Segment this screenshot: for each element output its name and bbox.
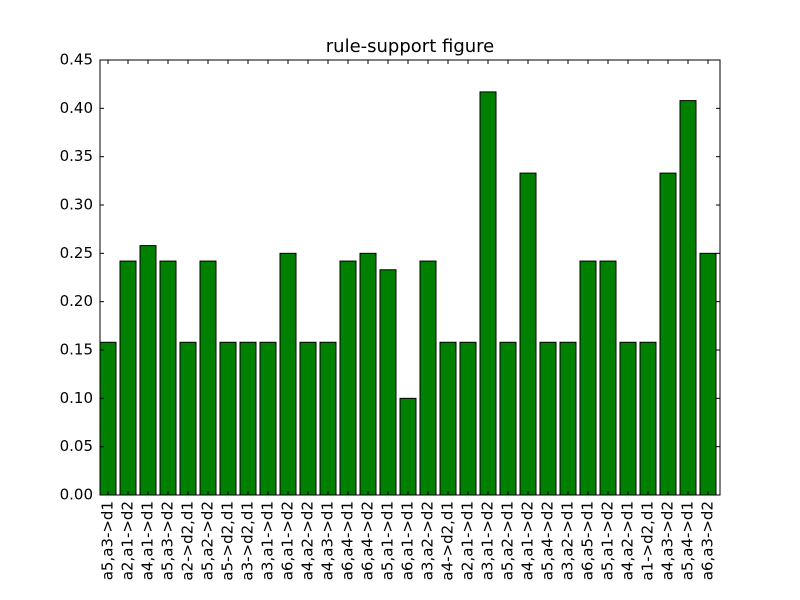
bar-13 (359, 252, 377, 496)
bar-25 (599, 260, 617, 496)
bar-3 (159, 260, 177, 496)
x-tick-label: a6,a4->d2 (359, 501, 377, 580)
x-tick-label: a5,a1->d2 (599, 501, 617, 580)
x-tick-label: a6,a3->d2 (699, 501, 717, 580)
x-tick-label: a1->d2,d1 (639, 501, 657, 581)
x-tick-label: a3,a2->d1 (559, 501, 577, 580)
x-tick-label: a6,a5->d1 (579, 501, 597, 580)
x-tick-label: a5,a4->d1 (679, 501, 697, 580)
x-tick-label: a6,a4->d1 (339, 501, 357, 580)
bar-29 (679, 100, 697, 496)
x-tick-label: a3,a2->d2 (419, 501, 437, 580)
bar-17 (439, 341, 457, 496)
bar-18 (459, 341, 477, 496)
x-tick-label: a6,a1->d2 (279, 501, 297, 580)
bar-11 (319, 341, 337, 496)
y-tick-label: 0.40 (60, 99, 93, 117)
y-tick-label: 0.05 (60, 437, 93, 455)
bar-5 (199, 260, 217, 496)
x-tick-label: a3,a1->d2 (479, 501, 497, 580)
y-tick-label: 0.25 (60, 244, 93, 262)
y-tick-label: 0.35 (60, 147, 93, 165)
bar-14 (379, 269, 397, 496)
chart-title: rule-support figure (326, 36, 494, 57)
bar-30 (699, 252, 717, 496)
bar-19 (479, 91, 497, 496)
y-tick-label: 0.45 (60, 51, 93, 69)
x-tick-label: a5,a4->d2 (539, 501, 557, 580)
x-tick-label: a3,a1->d1 (259, 501, 277, 580)
x-tick-label: a6,a1->d1 (399, 501, 417, 580)
bar-0 (99, 341, 117, 496)
x-tick-label: a2->d2,d1 (179, 501, 197, 581)
bar-21 (519, 172, 537, 496)
bar-6 (219, 341, 237, 496)
bar-27 (639, 341, 657, 496)
x-tick-label: a5,a1->d1 (379, 501, 397, 580)
bar-12 (339, 260, 357, 496)
bar-23 (559, 341, 577, 496)
bar-22 (539, 341, 557, 496)
bar-15 (399, 397, 417, 496)
x-tick-label: a4,a2->d1 (619, 501, 637, 580)
y-tick-label: 0.15 (60, 341, 93, 359)
y-axis: 0.00 0.05 0.10 0.15 0.20 0.25 0.30 0.35 0.40 0.45 (60, 51, 720, 504)
x-tick-label: a4,a3->d1 (319, 501, 337, 580)
x-axis: a5,a3->d1 a2,a1->d2 a4,a1->d1 a5,a3->d2 a2->… (99, 60, 717, 581)
y-tick-label: 0.30 (60, 196, 93, 214)
x-tick-label: a2,a1->d1 (459, 501, 477, 580)
x-tick-label: a3->d2,d1 (239, 501, 257, 581)
bar-8 (259, 341, 277, 496)
x-tick-label: a4,a2->d2 (299, 501, 317, 580)
bar-24 (579, 260, 597, 496)
y-tick-label: 0.20 (60, 292, 93, 310)
x-tick-label: a4->d2,d1 (439, 501, 457, 581)
bar-4 (179, 341, 197, 496)
x-tick-label: a5,a3->d1 (99, 501, 117, 580)
x-tick-label: a5,a2->d2 (199, 501, 217, 580)
bar-28 (659, 172, 677, 496)
bar-26 (619, 341, 637, 496)
y-tick-label: 0.00 (60, 486, 93, 504)
bar-9 (279, 252, 297, 496)
bar-7 (239, 341, 257, 496)
x-tick-label: a4,a1->d1 (139, 501, 157, 580)
bar-20 (499, 341, 517, 496)
x-tick-label: a2,a1->d2 (119, 501, 137, 580)
x-tick-label: a5->d2,d1 (219, 501, 237, 581)
plot-frame (99, 59, 721, 496)
x-tick-label: a4,a3->d2 (659, 501, 677, 580)
y-tick-label: 0.10 (60, 389, 93, 407)
bar-1 (119, 260, 137, 496)
bar-10 (299, 341, 317, 496)
bar-2 (139, 245, 157, 496)
x-tick-label: a5,a3->d2 (159, 501, 177, 580)
bar-16 (419, 260, 437, 496)
x-tick-label: a5,a2->d1 (499, 501, 517, 580)
bars-group (99, 91, 717, 496)
x-tick-label: a4,a1->d2 (519, 501, 537, 580)
